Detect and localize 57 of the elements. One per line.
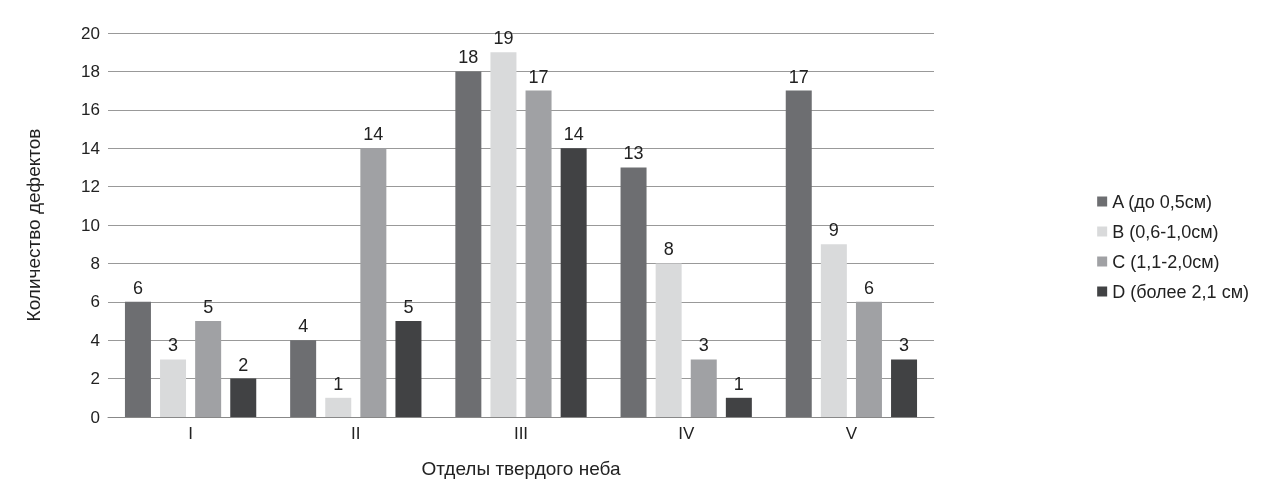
bar (395, 321, 422, 417)
data-label: 14 (563, 124, 584, 145)
bar (655, 263, 682, 417)
x-tick-label: I (188, 424, 193, 443)
bar (455, 71, 482, 417)
bar (490, 52, 517, 417)
legend-label: D (более 2,1 см) (1112, 281, 1250, 302)
x-tick-label: III (513, 424, 529, 443)
data-label: 3 (698, 335, 709, 356)
data-label: 14 (363, 124, 384, 145)
data-label: 1 (733, 373, 744, 394)
bar (820, 244, 847, 417)
data-label: 9 (828, 220, 839, 241)
bar (725, 397, 752, 417)
data-label: 6 (132, 277, 143, 298)
y-tick-label: 10 (81, 215, 100, 235)
y-tick-label: 18 (81, 61, 100, 81)
data-label: 19 (493, 28, 514, 49)
data-label: 5 (403, 297, 414, 317)
data-label: 4 (298, 316, 309, 337)
y-tick-label: 0 (90, 407, 100, 427)
bar (785, 90, 812, 417)
legend-label: B (0,6-1,0см) (1112, 221, 1219, 242)
data-label: 17 (788, 66, 809, 87)
y-tick-label: 14 (81, 138, 100, 158)
y-tick-label: 6 (90, 292, 100, 312)
data-label: 18 (458, 47, 479, 68)
y-tick-label: 16 (81, 100, 100, 120)
y-tick-label: 4 (90, 330, 100, 350)
bar (290, 340, 317, 417)
legend-label: C (1,1-2,0см) (1112, 251, 1220, 272)
bar (325, 397, 352, 417)
data-label: 2 (238, 354, 249, 375)
data-label: 5 (203, 297, 214, 317)
data-label: 1 (333, 373, 344, 394)
y-axis-title: Количество дефектов (23, 128, 44, 322)
data-label: 17 (528, 66, 549, 87)
data-label: 13 (623, 143, 644, 164)
bar (124, 301, 151, 417)
y-tick-label: 8 (90, 253, 100, 273)
data-label: 6 (863, 277, 874, 298)
x-tick-label: II (351, 424, 361, 443)
bar (620, 167, 647, 417)
data-label: 3 (899, 335, 910, 356)
x-tick-label: V (845, 424, 858, 443)
x-tick-label: IV (678, 424, 695, 443)
data-label: 8 (663, 239, 674, 260)
y-tick-label: 2 (90, 369, 100, 389)
bar (560, 148, 587, 417)
bar (891, 359, 918, 417)
y-tick-label: 12 (81, 177, 100, 197)
y-tick-label: 20 (81, 23, 100, 43)
bar (160, 359, 187, 417)
legend-label: A (до 0,5см) (1112, 191, 1213, 212)
data-label: 3 (168, 335, 179, 356)
bar (230, 378, 257, 417)
x-axis-title: Отделы твердого неба (421, 458, 621, 479)
